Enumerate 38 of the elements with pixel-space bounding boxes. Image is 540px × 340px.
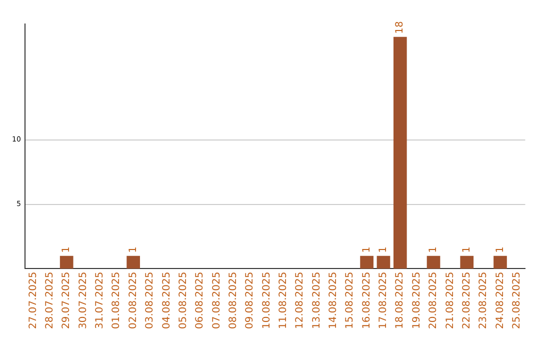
x-tick-label: 04.08.2025 [161,272,172,330]
data-label: 1 [61,246,72,253]
x-tick-label: 14.08.2025 [328,272,340,330]
data-label: 1 [361,246,372,253]
x-tick-label: 19.08.2025 [411,272,422,330]
data-label: 1 [128,246,139,253]
x-tick-label: 18.08.2025 [394,272,406,330]
x-tick-label: 05.08.2025 [178,272,189,330]
x-tick-label: 29.07.2025 [61,272,72,330]
x-tick-label: 28.07.2025 [44,272,56,330]
x-tick-label: 15.08.2025 [344,272,356,330]
x-tick-label: 03.08.2025 [144,272,156,330]
x-tick-label: 08.08.2025 [228,272,239,330]
x-tick-label: 22.08.2025 [461,272,472,330]
x-tick-label: 21.08.2025 [444,272,456,330]
x-tick-label: 23.08.2025 [478,272,490,330]
x-tick-label: 11.08.2025 [278,272,290,330]
data-label: 1 [378,246,390,253]
x-tick-label: 24.08.2025 [494,272,506,330]
x-tick-label: 13.08.2025 [311,272,322,330]
x-tick-label: 17.08.2025 [378,272,390,330]
x-tick-label: 06.08.2025 [194,272,206,330]
data-label: 1 [494,246,506,253]
x-tick-label: 25.08.2025 [511,272,522,330]
x-tick-label: 27.07.2025 [28,272,39,330]
x-tick-label: 07.08.2025 [211,272,222,330]
x-tick-label: 09.08.2025 [244,272,256,330]
data-label: 18 [394,21,406,34]
x-tick-label: 30.07.2025 [78,272,89,330]
x-tick-label: 16.08.2025 [361,272,372,330]
x-tick-label: 10.08.2025 [261,272,272,330]
x-tick-label: 12.08.2025 [294,272,306,330]
x-tick-label: 02.08.2025 [128,272,139,330]
x-tick-label: 01.08.2025 [111,272,122,330]
x-tick-label: 31.07.2025 [94,272,106,330]
data-label: 1 [461,246,472,253]
x-tick-label: 20.08.2025 [428,272,440,330]
data-label: 1 [428,246,440,253]
